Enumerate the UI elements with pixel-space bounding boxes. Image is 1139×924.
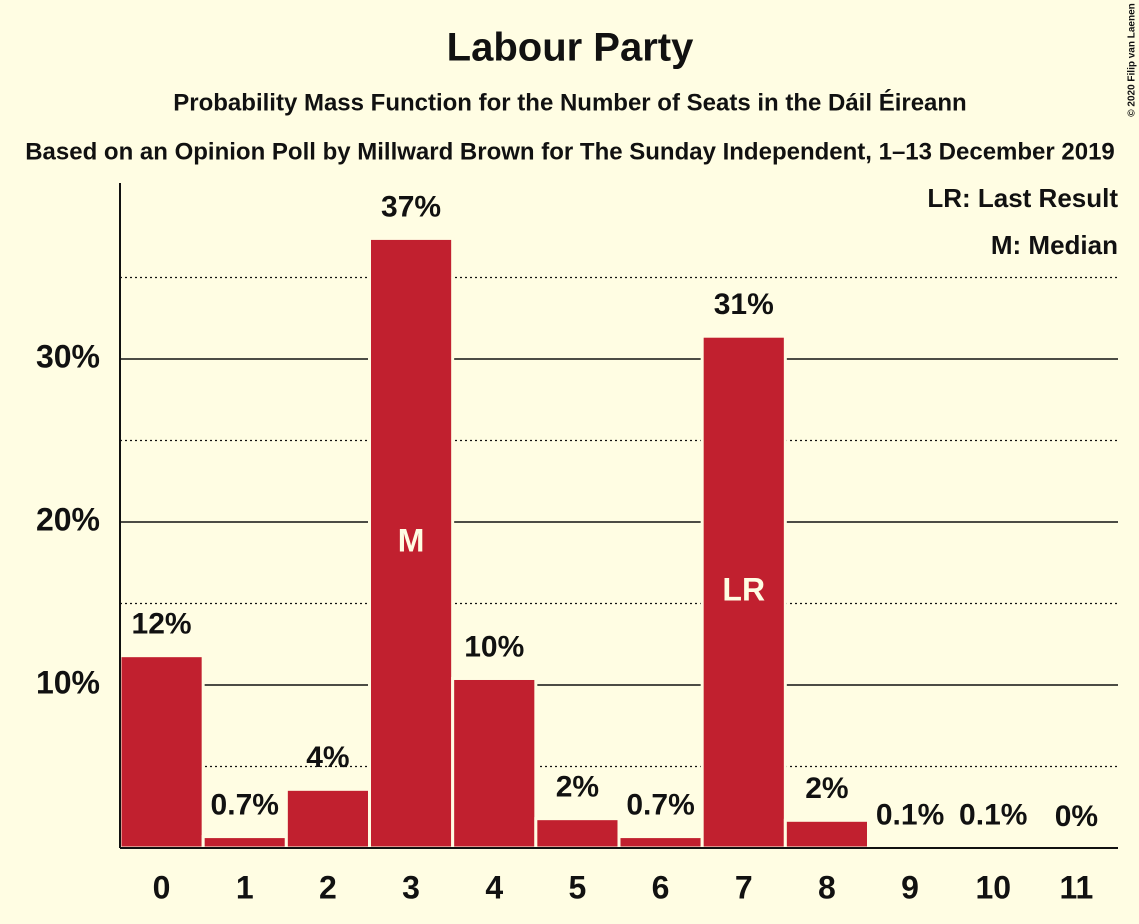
value-label: 0.1% [876, 798, 944, 831]
value-label: 4% [306, 741, 349, 774]
bar [534, 817, 621, 850]
x-tick-label: 3 [402, 869, 420, 905]
legend-entry: LR: Last Result [927, 183, 1118, 213]
y-tick-label: 10% [36, 664, 100, 700]
value-label: 12% [132, 608, 192, 641]
x-tick-label: 9 [901, 869, 919, 905]
chart-subtitle: Based on an Opinion Poll by Millward Bro… [25, 138, 1115, 165]
legend-entry: M: Median [991, 230, 1118, 260]
x-tick-label: 8 [818, 869, 836, 905]
value-label: 2% [556, 771, 599, 804]
chart-subtitle: Probability Mass Function for the Number… [173, 88, 966, 116]
bar [783, 818, 870, 850]
copyright: © 2020 Filip van Laenen [1127, 3, 1138, 117]
value-label: 37% [381, 190, 441, 223]
bar-note: LR [722, 572, 765, 608]
x-tick-label: 1 [236, 869, 254, 905]
bar [700, 334, 787, 850]
x-tick-label: 2 [319, 869, 337, 905]
value-label: 31% [714, 288, 774, 321]
bar [201, 835, 288, 850]
value-label: 10% [464, 630, 524, 663]
value-label: 0% [1055, 800, 1098, 833]
value-label: 2% [805, 772, 848, 805]
x-tick-label: 6 [652, 869, 670, 905]
x-tick-label: 7 [735, 869, 753, 905]
value-label: 0.7% [626, 789, 694, 822]
y-tick-label: 30% [36, 338, 100, 374]
bar [284, 787, 372, 850]
chart-title: Labour Party [447, 26, 694, 70]
bar [617, 835, 704, 850]
x-tick-label: 0 [153, 869, 171, 905]
value-label: 0.1% [959, 798, 1027, 831]
x-tick-label: 11 [1060, 869, 1094, 905]
bar [451, 676, 538, 850]
value-label: 0.7% [211, 789, 279, 822]
bar-note: M [398, 523, 425, 559]
y-tick-label: 20% [36, 501, 100, 537]
bar [118, 654, 205, 850]
x-tick-label: 10 [975, 869, 1011, 905]
x-tick-label: 4 [485, 869, 503, 905]
x-tick-label: 5 [569, 869, 587, 905]
bar [368, 236, 455, 850]
